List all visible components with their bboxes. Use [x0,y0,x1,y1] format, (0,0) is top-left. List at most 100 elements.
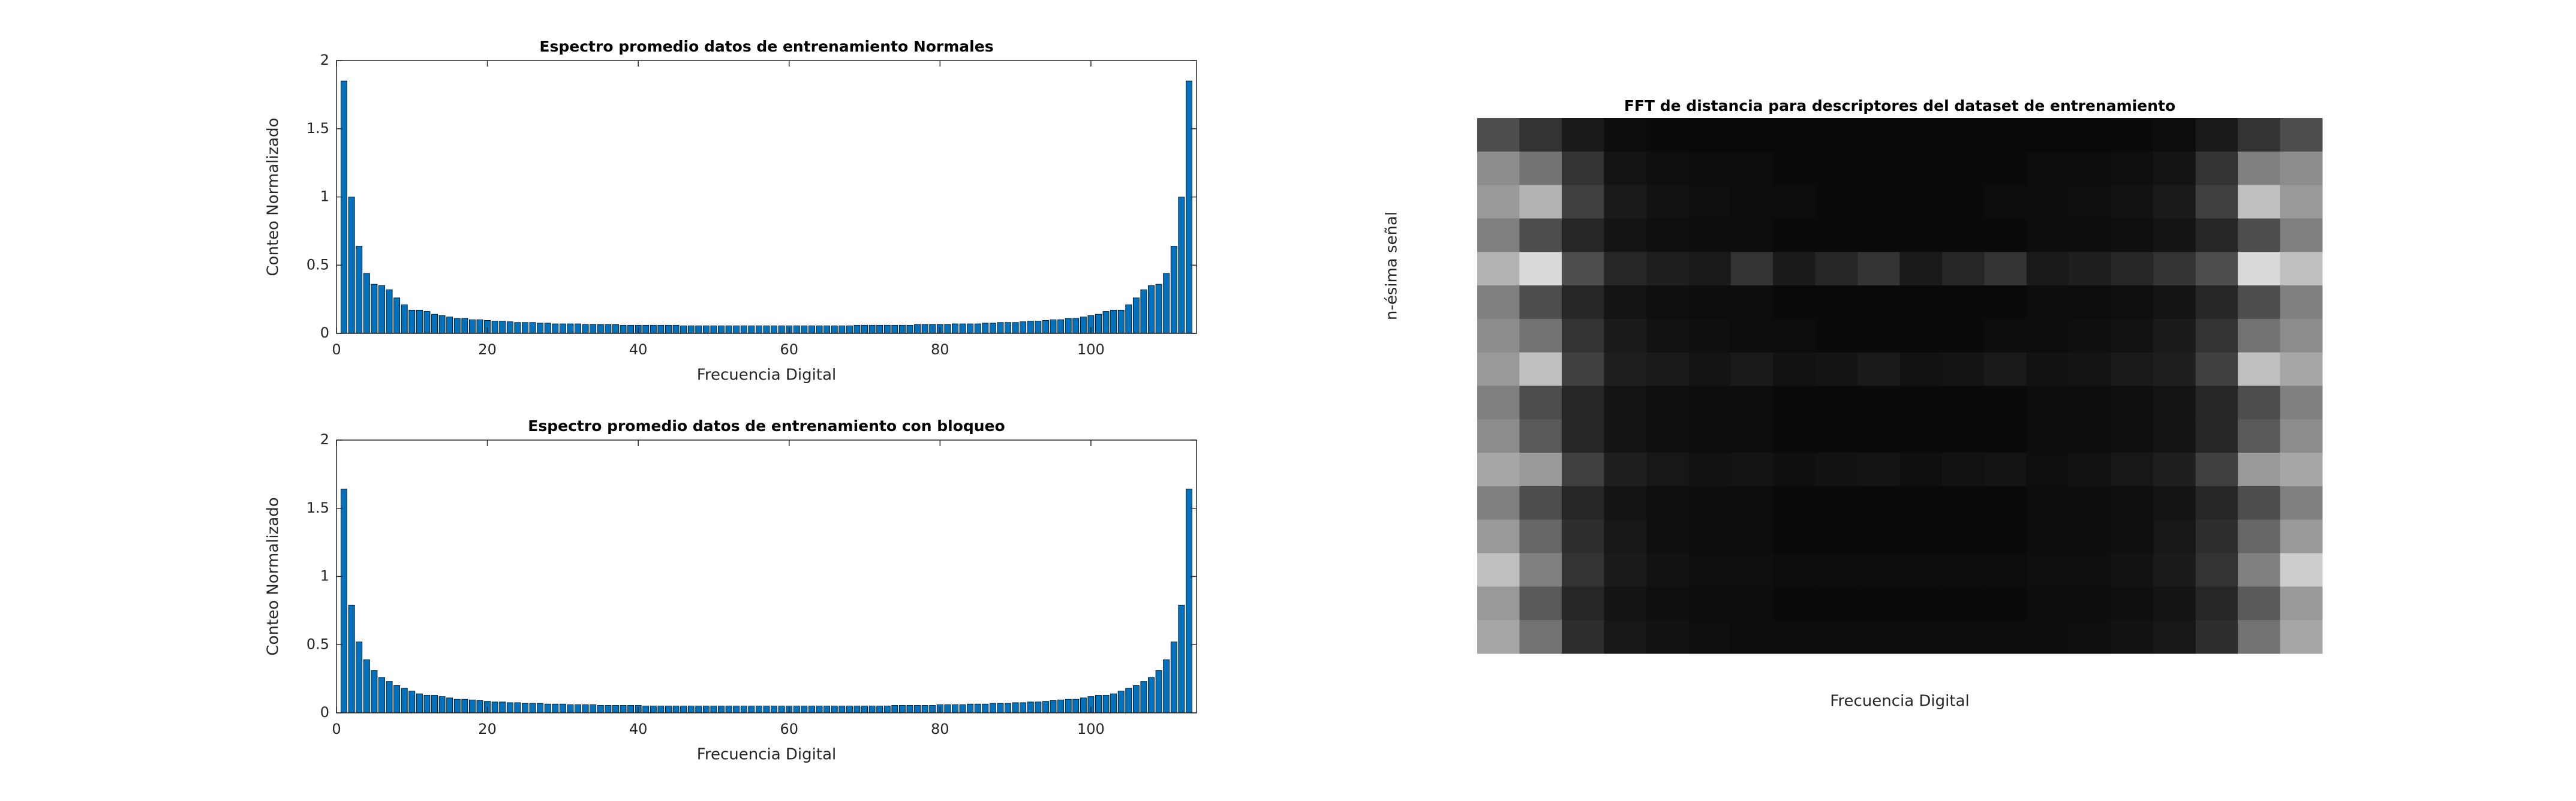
heat-cell [2069,252,2112,286]
bar [1178,197,1185,334]
heat-cell [1561,318,1604,353]
heat-cell [2238,386,2281,420]
x-tick-label: 40 [629,341,648,358]
bar [801,326,808,334]
heat-cell [1730,419,1774,453]
heat-cell [1815,151,1858,186]
heat-cell [1688,553,1732,587]
bar [461,698,468,713]
heat-cell [1941,486,1985,520]
bar [642,324,650,334]
heat-cell [2111,553,2154,587]
heat-cell [1941,185,1985,219]
bar [921,324,928,334]
axes-bg [336,440,1197,713]
heat-cell [1604,620,1647,654]
bar [1185,489,1192,713]
heat-cell [2111,185,2154,219]
x-tick-label: 80 [931,341,949,358]
heat-cell [1899,118,1943,152]
bar [959,704,966,713]
heat-cell [2238,620,2281,654]
heat-cell [2111,486,2154,520]
bar [725,706,732,713]
heat-cell [2026,352,2069,386]
heat-cell [2069,620,2112,654]
bar [778,706,785,713]
heat-cell [1984,586,2027,621]
heat-cell [1730,453,1774,487]
heat-cell [2069,519,2112,554]
heat-cell [1646,285,1689,320]
heat-cell [2280,419,2323,453]
heat-cell [2069,218,2112,252]
bar [906,705,913,713]
heat-cell [1646,553,1689,587]
heat-cell [2238,419,2281,453]
bar [582,704,589,713]
heat-cell [2280,151,2323,186]
bar [771,706,778,713]
chart-title: FFT de distancia para descriptores del d… [1624,97,2175,115]
heat-cell [1477,586,1520,621]
bar [1185,80,1192,334]
bar [371,284,378,334]
heat-cell [1815,419,1858,453]
bar [755,706,762,713]
bar [1020,702,1027,713]
y-tick-label: 0 [320,704,329,721]
x-tick-label: 80 [931,721,949,737]
heat-cell [2280,318,2323,353]
heat-cell [1899,185,1943,219]
heat-cell [1477,386,1520,420]
bar [1080,697,1087,713]
bar [702,706,710,713]
chart-title: Espectro promedio datos de entrenamiento… [528,417,1005,435]
heat-cell [1477,185,1520,219]
heat-cell [2280,218,2323,252]
heat-cell [2111,151,2154,186]
bar [1042,701,1049,713]
bar [1102,311,1110,334]
heat-cell [2069,118,2112,152]
bar [416,693,423,713]
heat-cell [1899,620,1943,654]
heat-cell [2238,519,2281,554]
heat-cell [1646,519,1689,554]
heat-cell [1519,453,1562,487]
bar [605,324,612,334]
heat-cell [2280,285,2323,320]
bar [605,705,612,713]
bar [906,324,913,334]
bar [1170,642,1177,713]
heat-cell [1984,553,2027,587]
heat-cell [1477,151,1520,186]
heat-cell [1857,486,1900,520]
heat-cell [1688,453,1732,487]
heat-cell [2026,185,2069,219]
heat-cell [1646,620,1689,654]
heat-cell [2280,252,2323,286]
bar [1125,688,1132,713]
bar [861,706,868,713]
bar [612,705,619,713]
bar [491,321,498,334]
bar [1110,309,1117,334]
bar [499,701,506,713]
bar [883,324,891,334]
heat-cell [1730,318,1774,353]
heat-cell [1604,151,1647,186]
bar [680,706,687,713]
bar [431,695,438,713]
bar [356,642,363,713]
heat-cell [2195,285,2238,320]
heat-cell [2069,586,2112,621]
bar [718,706,725,713]
y-tick-label: 0.5 [306,256,329,273]
heat-cell [2069,151,2112,186]
bar [590,704,597,713]
bar [506,321,513,334]
heat-cell [1899,519,1943,554]
bar [740,706,747,713]
heat-cell [1561,218,1604,252]
